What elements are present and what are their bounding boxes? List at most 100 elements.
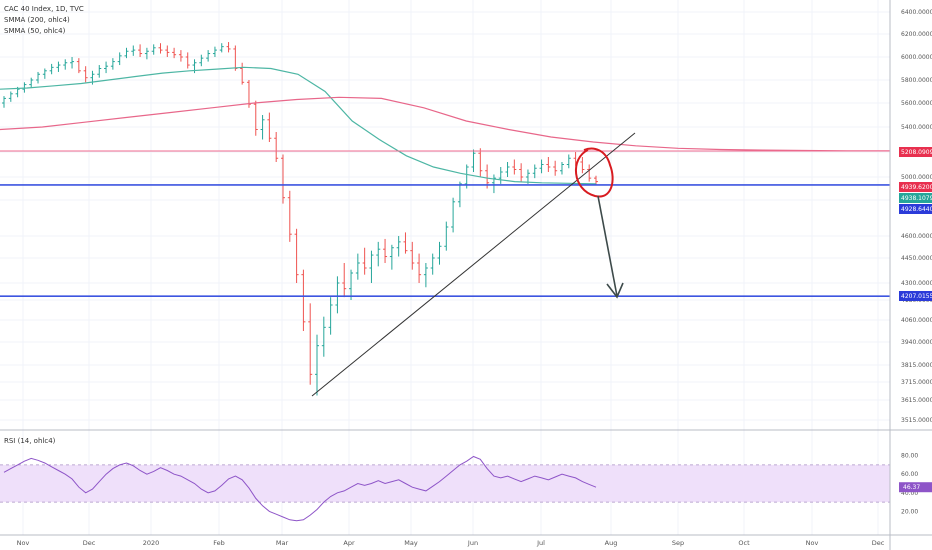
- candle: [498, 167, 503, 184]
- candle: [512, 159, 517, 175]
- candle: [491, 174, 496, 194]
- candle: [42, 68, 47, 79]
- x-tick-label: Nov: [17, 539, 30, 547]
- candle: [172, 47, 177, 59]
- rsi-line: [3, 455, 597, 522]
- candle: [519, 163, 524, 182]
- candle: [206, 50, 211, 62]
- price-tag: 4928.6440: [899, 204, 932, 214]
- x-tick-label: Dec: [872, 539, 885, 547]
- candle: [144, 47, 149, 60]
- annotation-circle: [574, 147, 614, 198]
- candle: [430, 253, 435, 275]
- candle: [212, 46, 217, 57]
- y-tick-label: 4060.0000: [901, 317, 932, 324]
- y-tick-label: 5400.0000: [901, 124, 932, 131]
- candle: [403, 232, 408, 254]
- price-tag-bg: [899, 291, 932, 301]
- y-tick-label: 3940.0000: [901, 339, 932, 346]
- candle: [49, 63, 54, 75]
- candle: [396, 236, 401, 257]
- candle: [417, 253, 422, 283]
- y-tick-label: 4450.0000: [901, 255, 932, 262]
- candle: [56, 61, 61, 72]
- candle: [226, 42, 231, 53]
- rsi-band: [0, 464, 890, 503]
- candle: [383, 238, 388, 263]
- rsi-tick-label: 60.00: [901, 471, 918, 478]
- candle: [559, 162, 564, 175]
- y-tick-label: 6200.0000: [901, 31, 932, 38]
- y-tick-label: 4600.0000: [901, 233, 932, 240]
- price-tag: 4939.6200: [899, 182, 932, 192]
- candle: [2, 96, 6, 108]
- rsi-tick-label: 80.00: [901, 453, 918, 460]
- candle: [566, 154, 571, 169]
- candle: [8, 91, 13, 102]
- candle: [219, 43, 224, 53]
- smma50-label: SMMA (50, ohlc4): [4, 27, 66, 35]
- candle: [185, 52, 190, 69]
- rsi-label: RSI (14, ohlc4): [4, 437, 56, 445]
- candle: [104, 61, 109, 74]
- candle: [587, 164, 592, 182]
- x-tick-label: Aug: [605, 539, 618, 547]
- price-tag-label: 4928.6440: [901, 206, 932, 213]
- candle: [389, 244, 394, 270]
- candle: [362, 247, 367, 275]
- arrow-head: [606, 282, 624, 299]
- candle: [22, 82, 27, 93]
- candle: [233, 45, 238, 71]
- candle: [301, 269, 306, 331]
- price-tag: 4207.0155: [899, 291, 932, 301]
- candle: [335, 276, 340, 314]
- candle: [29, 77, 34, 89]
- candle: [117, 52, 122, 66]
- candle: [199, 54, 204, 67]
- candle: [151, 44, 156, 55]
- x-tick-label: 2020: [143, 539, 160, 547]
- candle: [83, 66, 88, 83]
- x-tick-label: May: [404, 539, 418, 547]
- candle: [410, 241, 415, 270]
- y-tick-label: 6400.0000: [901, 9, 932, 16]
- price-tag-label: 4938.1079: [901, 195, 932, 202]
- candle: [274, 132, 279, 162]
- candle: [70, 57, 75, 69]
- candle: [457, 181, 462, 208]
- candle: [423, 263, 428, 288]
- price-tag-label: 4939.6200: [901, 184, 932, 191]
- candle: [580, 157, 585, 174]
- candle: [342, 263, 347, 298]
- candle: [321, 316, 326, 357]
- y-tick-label: 5000.0000: [901, 174, 932, 181]
- price-tag-label: 5208.0909: [901, 149, 932, 156]
- smma200-label: SMMA (200, ohlc4): [4, 16, 70, 24]
- candle: [355, 253, 360, 280]
- candle: [76, 58, 81, 74]
- candle: [525, 169, 530, 184]
- candle: [471, 149, 476, 172]
- candle: [178, 50, 183, 62]
- x-tick-label: Feb: [213, 539, 225, 547]
- candle: [349, 269, 354, 300]
- candle: [124, 47, 129, 59]
- candle: [287, 190, 292, 242]
- candle: [437, 241, 442, 265]
- y-tick-label: 3715.0000: [901, 379, 932, 386]
- candle: [451, 197, 456, 233]
- candle: [553, 160, 558, 176]
- y-tick-label: 3815.0000: [901, 362, 932, 369]
- y-tick-label: 6000.0000: [901, 54, 932, 61]
- rsi-tag-bg: [899, 482, 932, 493]
- trendline: [311, 132, 636, 397]
- candle: [315, 334, 320, 396]
- smma-line-teal: [0, 66, 597, 185]
- candle: [444, 221, 449, 251]
- price-tag-label: 4207.0155: [901, 293, 932, 300]
- candle: [110, 58, 115, 70]
- price-tag-bg: [899, 193, 932, 203]
